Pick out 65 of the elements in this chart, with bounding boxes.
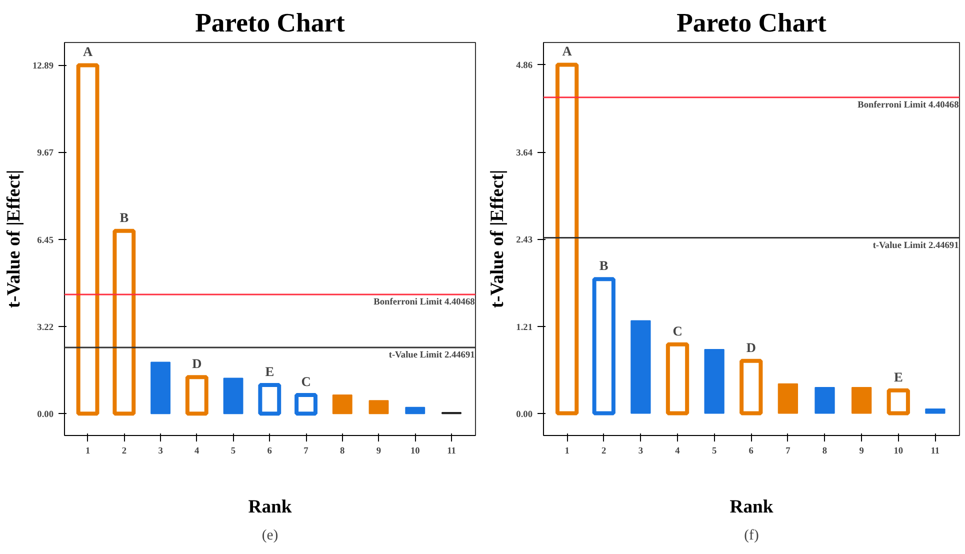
text: (e)	[262, 528, 278, 544]
y-tick-label: 0.00	[37, 410, 54, 420]
bar	[778, 383, 798, 414]
x-tick-label: 4	[675, 446, 680, 456]
y-tick-label: 0.00	[516, 410, 533, 420]
x-tick-label: 5	[230, 446, 236, 456]
data-label: A	[82, 44, 93, 60]
data-label: D	[746, 340, 756, 355]
ref-line-label: t-Value Limit 2.44691	[388, 350, 476, 360]
data-label: A	[562, 44, 572, 59]
bar	[332, 394, 352, 414]
x-tick-label: 3	[638, 446, 644, 456]
bar	[704, 348, 724, 414]
bar	[223, 378, 244, 414]
chart-title: Pareto Chart	[195, 8, 346, 38]
bar	[814, 386, 835, 414]
data-label: E	[265, 364, 274, 379]
x-tick-label: 7	[304, 446, 309, 456]
y-tick-label: 4.86	[516, 61, 533, 72]
data-label: B	[599, 258, 608, 274]
x-tick-label: 4	[194, 446, 200, 456]
y-tick-label: 6.45	[37, 236, 54, 246]
bar	[405, 406, 426, 414]
x-tick-label: 11	[930, 446, 940, 456]
bar	[925, 408, 946, 414]
x-tick-label: 9	[859, 446, 864, 456]
x-tick-label: 8	[340, 446, 346, 456]
text: (f)	[744, 528, 759, 544]
bar	[630, 320, 651, 414]
x-tick-label: 3	[158, 446, 164, 456]
chart-title: Pareto Chart	[676, 8, 827, 38]
data-label: B	[120, 210, 129, 225]
x-tick-label: 10	[410, 446, 420, 456]
x-tick-label: 5	[712, 446, 717, 456]
x-tick-label: 10	[894, 446, 904, 456]
y-tick-label: 9.67	[37, 148, 54, 159]
y-tick-label: 12.89	[32, 62, 54, 72]
x-tick-label: 11	[447, 446, 456, 456]
bar	[150, 362, 170, 414]
ref-line-label: Bonferroni Limit 4.40468	[374, 298, 476, 308]
bar	[368, 400, 389, 414]
x-axis-title: Rank	[730, 496, 774, 518]
x-tick-label: 9	[376, 446, 382, 456]
y-axis-title: t-Value of |Effect|	[4, 170, 25, 308]
data-label: D	[192, 356, 202, 372]
x-tick-label: 2	[122, 446, 127, 456]
x-tick-label: 1	[85, 446, 90, 456]
y-tick-label: 1.21	[516, 322, 533, 333]
data-label: C	[672, 323, 682, 338]
data-label: E	[894, 369, 903, 384]
data-label: C	[301, 374, 311, 389]
y-tick-label: 3.64	[516, 148, 533, 159]
ref-line-label: t-Value Limit 2.44691	[872, 240, 960, 251]
x-tick-label: 2	[602, 446, 607, 456]
y-tick-label: 3.22	[37, 323, 54, 334]
x-axis-title: Rank	[248, 496, 292, 518]
bar	[852, 386, 872, 414]
y-tick-label: 2.43	[516, 236, 533, 246]
ref-line-label: Bonferroni Limit 4.40468	[858, 100, 960, 110]
y-axis-title: t-Value of |Effect|	[487, 170, 508, 308]
x-tick-label: 8	[822, 446, 828, 456]
x-tick-label: 1	[564, 446, 570, 456]
x-tick-label: 6	[267, 446, 272, 456]
x-tick-label: 6	[748, 446, 754, 456]
x-tick-label: 7	[786, 446, 791, 456]
